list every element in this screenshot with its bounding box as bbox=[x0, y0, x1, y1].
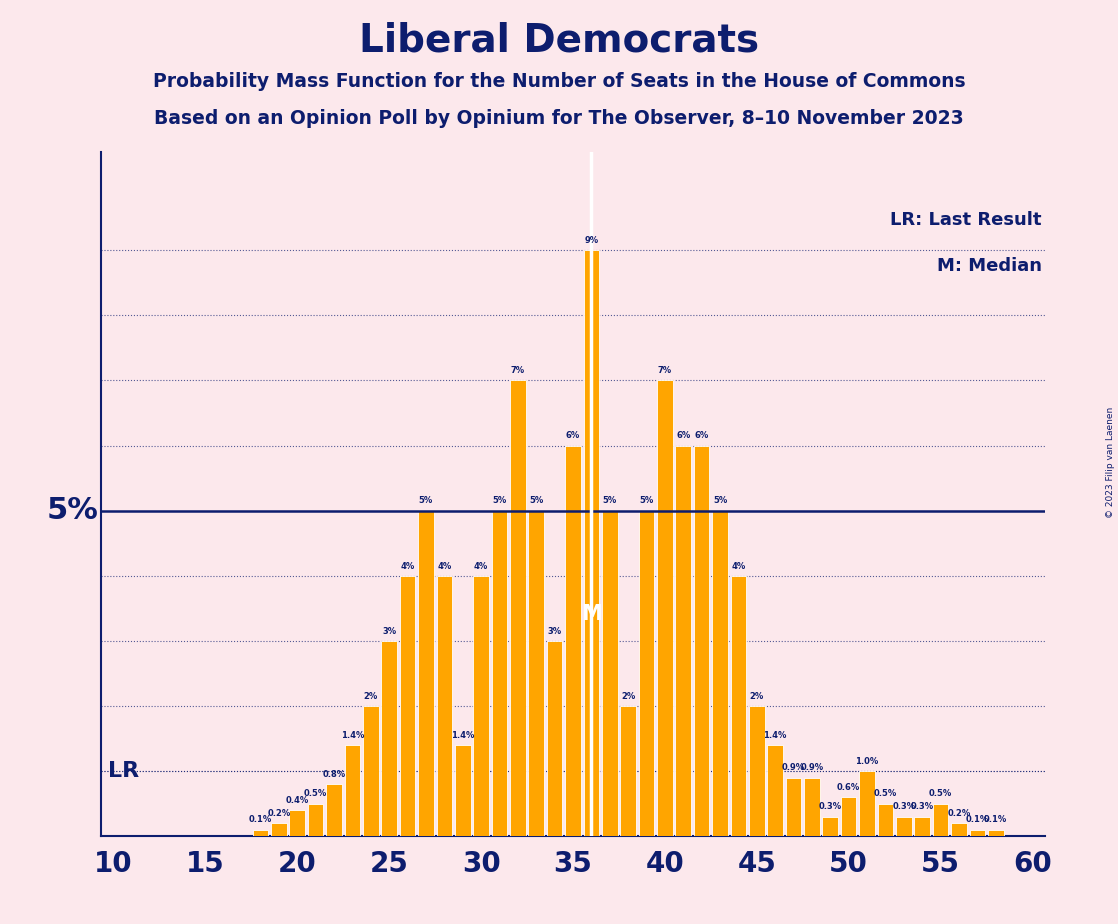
Text: 7%: 7% bbox=[657, 366, 672, 375]
Text: 0.1%: 0.1% bbox=[966, 816, 989, 824]
Text: M: M bbox=[581, 603, 601, 624]
Bar bbox=[969, 830, 985, 836]
Bar bbox=[786, 778, 802, 836]
Bar bbox=[841, 797, 856, 836]
Text: Based on an Opinion Poll by Opinium for The Observer, 8–10 November 2023: Based on an Opinion Poll by Opinium for … bbox=[154, 109, 964, 128]
Bar bbox=[510, 381, 525, 836]
Text: 0.8%: 0.8% bbox=[322, 770, 345, 779]
Text: 7%: 7% bbox=[511, 366, 524, 375]
Text: 5%: 5% bbox=[47, 496, 98, 525]
Bar bbox=[326, 784, 342, 836]
Text: 6%: 6% bbox=[676, 432, 691, 441]
Bar bbox=[915, 817, 930, 836]
Bar bbox=[436, 576, 452, 836]
Text: 5%: 5% bbox=[603, 496, 617, 505]
Text: 2%: 2% bbox=[363, 692, 378, 700]
Bar bbox=[988, 830, 1004, 836]
Bar bbox=[601, 511, 617, 836]
Bar bbox=[290, 810, 305, 836]
Text: 0.9%: 0.9% bbox=[781, 763, 805, 772]
Text: Probability Mass Function for the Number of Seats in the House of Commons: Probability Mass Function for the Number… bbox=[153, 72, 965, 91]
Bar bbox=[473, 576, 489, 836]
Text: 5%: 5% bbox=[639, 496, 654, 505]
Text: 2%: 2% bbox=[750, 692, 764, 700]
Text: 1.4%: 1.4% bbox=[341, 731, 364, 740]
Bar bbox=[767, 745, 783, 836]
Bar bbox=[529, 511, 544, 836]
Bar bbox=[896, 817, 911, 836]
Text: © 2023 Filip van Laenen: © 2023 Filip van Laenen bbox=[1106, 407, 1115, 517]
Bar bbox=[547, 641, 562, 836]
Text: 4%: 4% bbox=[437, 562, 452, 570]
Bar bbox=[363, 706, 379, 836]
Text: 0.1%: 0.1% bbox=[984, 816, 1007, 824]
Text: 4%: 4% bbox=[474, 562, 489, 570]
Text: 0.2%: 0.2% bbox=[947, 809, 970, 818]
Text: 1.0%: 1.0% bbox=[855, 757, 879, 766]
Text: 0.5%: 0.5% bbox=[929, 789, 953, 798]
Text: 0.3%: 0.3% bbox=[911, 802, 934, 811]
Bar bbox=[620, 706, 636, 836]
Bar bbox=[932, 804, 948, 836]
Bar bbox=[878, 804, 893, 836]
Text: 6%: 6% bbox=[694, 432, 709, 441]
Bar bbox=[694, 445, 710, 836]
Bar bbox=[638, 511, 654, 836]
Text: 0.3%: 0.3% bbox=[892, 802, 916, 811]
Text: 0.4%: 0.4% bbox=[286, 796, 309, 805]
Text: 0.5%: 0.5% bbox=[304, 789, 328, 798]
Bar bbox=[675, 445, 691, 836]
Text: 0.3%: 0.3% bbox=[818, 802, 842, 811]
Text: 0.1%: 0.1% bbox=[249, 816, 272, 824]
Bar bbox=[951, 823, 967, 836]
Text: M: Median: M: Median bbox=[937, 257, 1042, 274]
Bar bbox=[804, 778, 819, 836]
Text: Liberal Democrats: Liberal Democrats bbox=[359, 21, 759, 59]
Text: 5%: 5% bbox=[419, 496, 433, 505]
Text: 9%: 9% bbox=[585, 236, 598, 245]
Text: 0.5%: 0.5% bbox=[874, 789, 897, 798]
Bar bbox=[400, 576, 416, 836]
Text: 4%: 4% bbox=[731, 562, 746, 570]
Bar bbox=[730, 576, 746, 836]
Text: 0.6%: 0.6% bbox=[837, 783, 860, 792]
Bar bbox=[657, 381, 673, 836]
Text: 2%: 2% bbox=[620, 692, 635, 700]
Text: 6%: 6% bbox=[566, 432, 580, 441]
Bar bbox=[860, 772, 875, 836]
Text: 1.4%: 1.4% bbox=[764, 731, 787, 740]
Bar bbox=[344, 745, 360, 836]
Bar bbox=[584, 250, 599, 836]
Bar bbox=[418, 511, 434, 836]
Text: LR: Last Result: LR: Last Result bbox=[890, 211, 1042, 229]
Bar bbox=[253, 830, 268, 836]
Text: 4%: 4% bbox=[400, 562, 415, 570]
Bar bbox=[823, 817, 838, 836]
Bar bbox=[381, 641, 397, 836]
Text: 3%: 3% bbox=[548, 626, 561, 636]
Bar bbox=[271, 823, 286, 836]
Text: 5%: 5% bbox=[713, 496, 727, 505]
Text: 5%: 5% bbox=[529, 496, 543, 505]
Bar bbox=[455, 745, 471, 836]
Bar bbox=[749, 706, 765, 836]
Text: 1.4%: 1.4% bbox=[451, 731, 474, 740]
Text: 5%: 5% bbox=[492, 496, 506, 505]
Bar bbox=[492, 511, 508, 836]
Text: 0.9%: 0.9% bbox=[800, 763, 824, 772]
Text: 0.2%: 0.2% bbox=[267, 809, 291, 818]
Text: 3%: 3% bbox=[382, 626, 396, 636]
Bar bbox=[307, 804, 323, 836]
Bar bbox=[566, 445, 580, 836]
Bar bbox=[712, 511, 728, 836]
Text: LR: LR bbox=[108, 761, 139, 781]
